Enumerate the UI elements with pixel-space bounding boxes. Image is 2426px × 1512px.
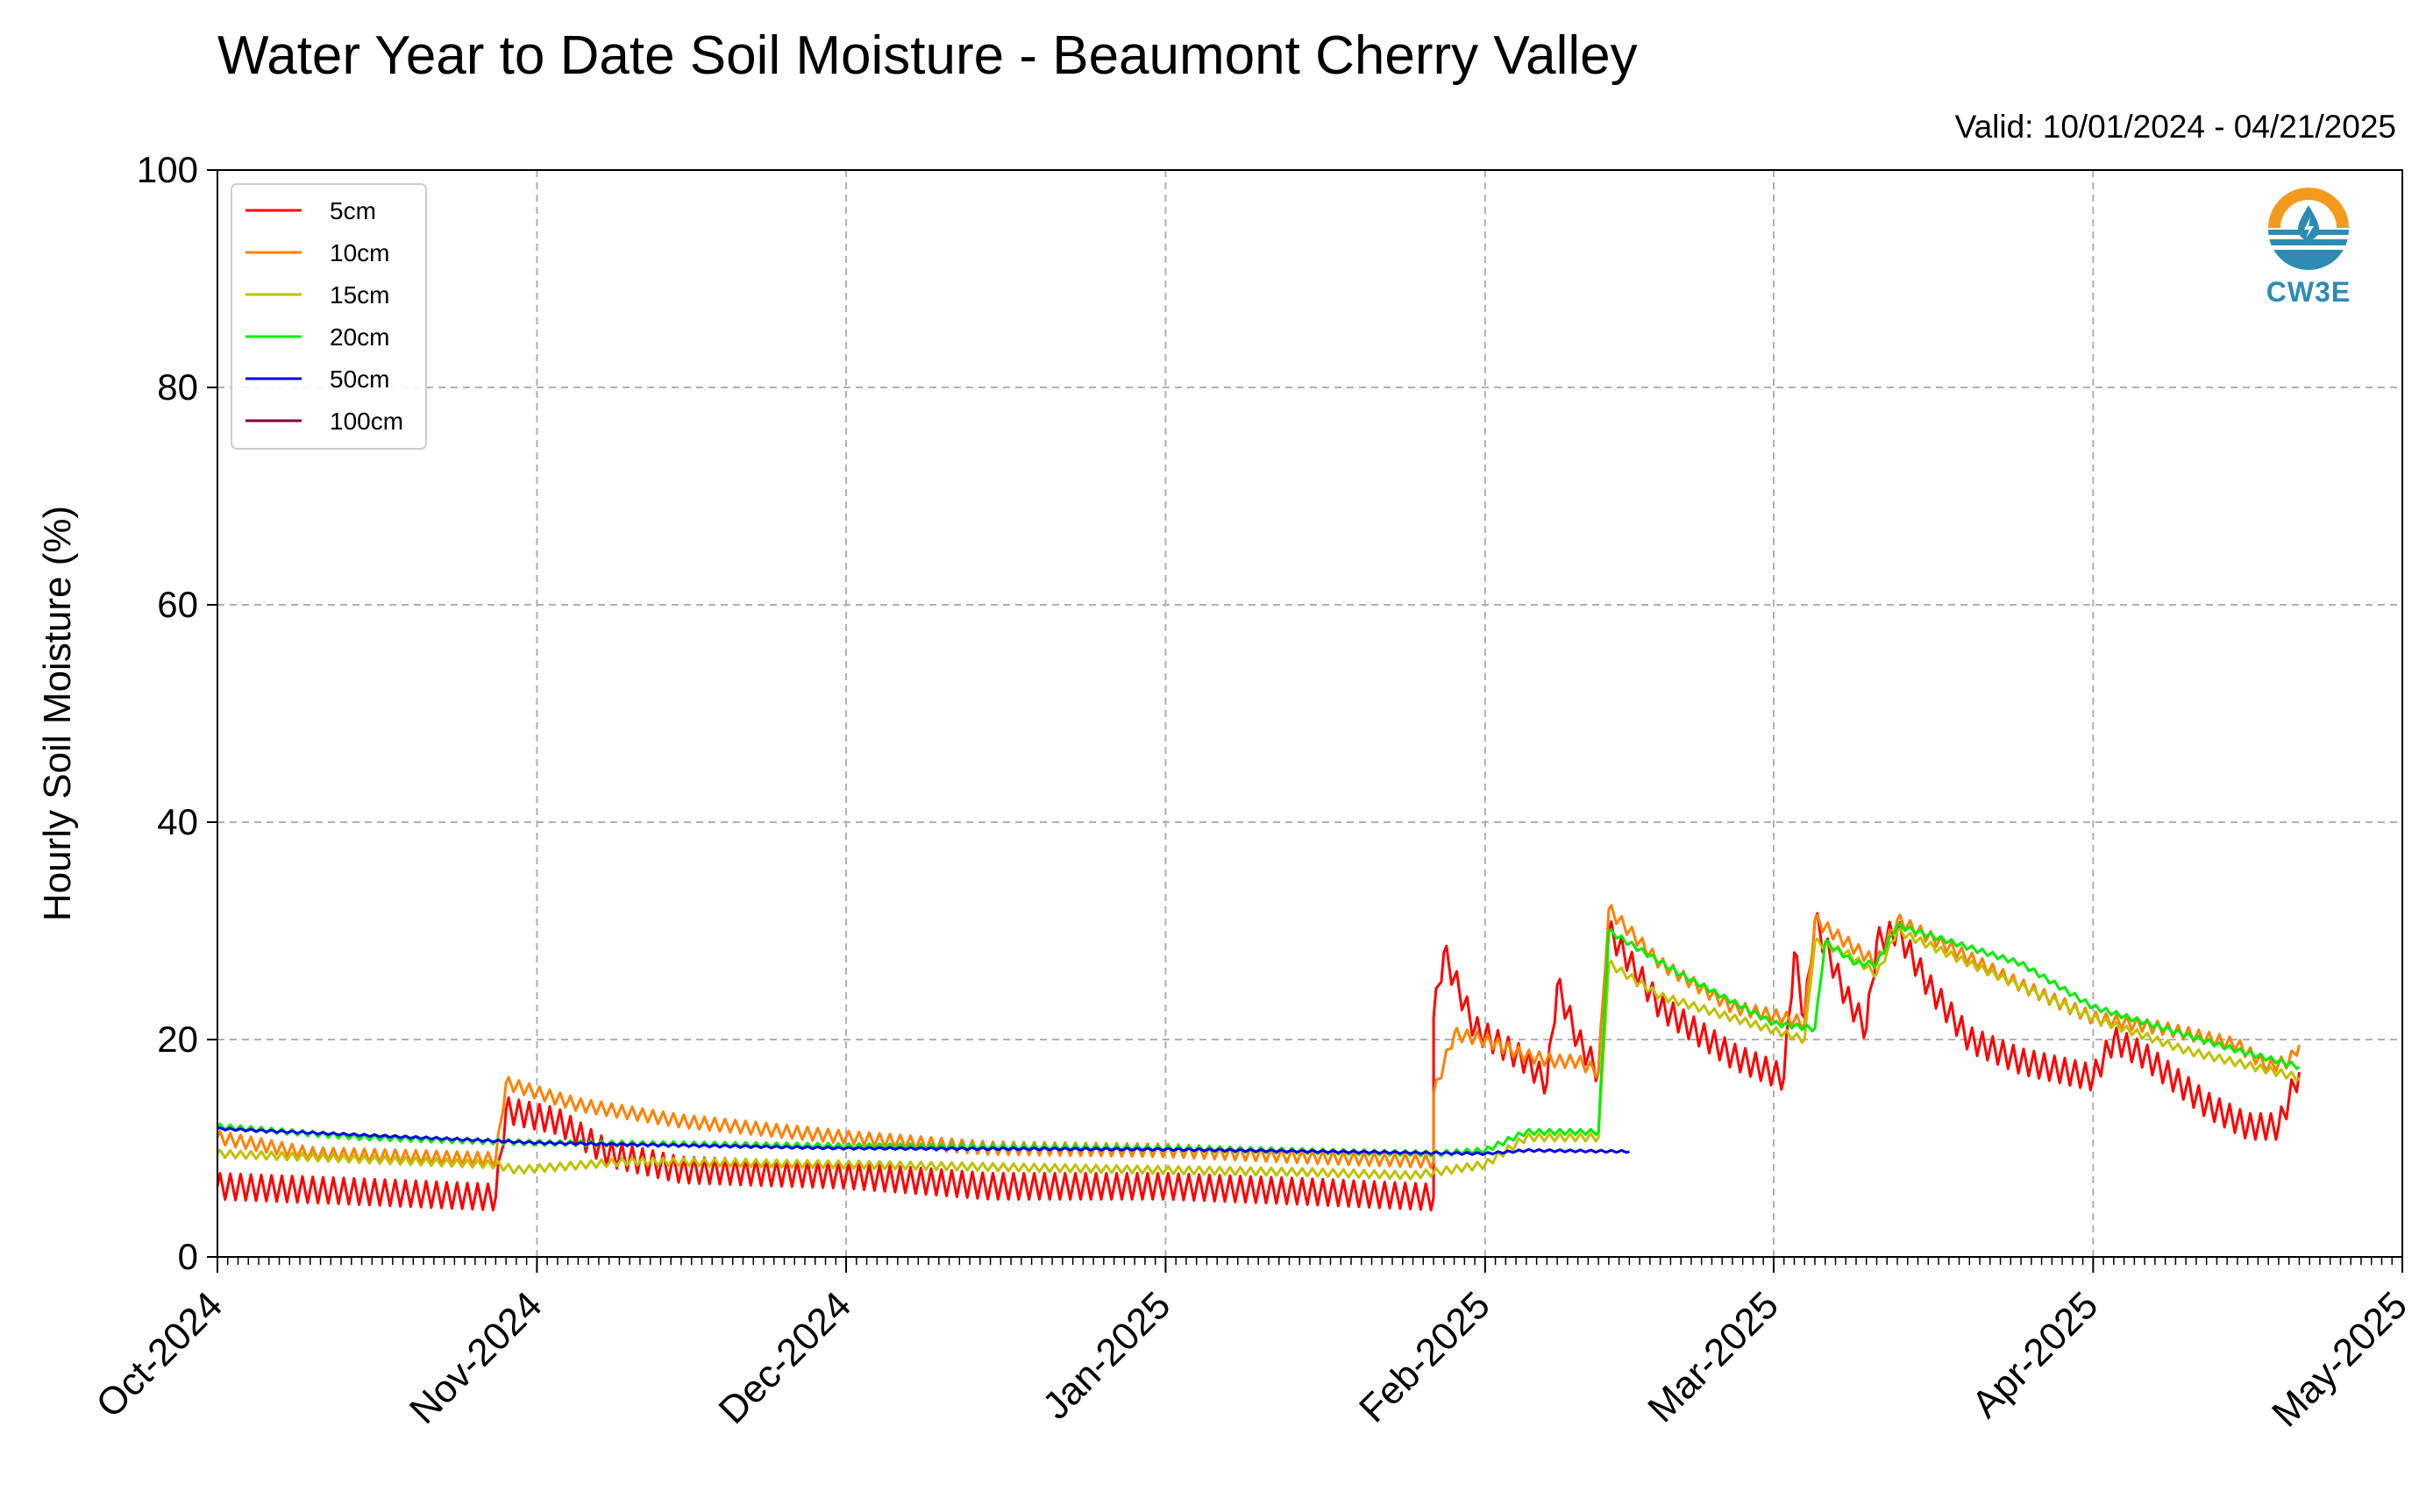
series-line-10cm bbox=[216, 904, 2301, 1169]
x-tick-label: Mar-2025 bbox=[1640, 1283, 1787, 1430]
x-tick-label: Feb-2025 bbox=[1351, 1283, 1498, 1430]
y-tick-labels: 0 20 40 60 80 100 bbox=[137, 149, 198, 1277]
chart-title: Water Year to Date Soil Moisture - Beaum… bbox=[217, 25, 1638, 86]
y-tick-label: 0 bbox=[178, 1236, 198, 1277]
chart-subtitle: Valid: 10/01/2024 - 04/21/2025 bbox=[1954, 109, 2396, 145]
x-tick-labels: Oct-2024 Nov-2024 Dec-2024 Jan-2025 Feb-2025… bbox=[88, 1283, 2415, 1435]
cw3e-logo-icon bbox=[2268, 188, 2349, 270]
grid-lines bbox=[217, 170, 2402, 1257]
series-line-15cm bbox=[216, 926, 2301, 1181]
y-tick-label: 60 bbox=[157, 584, 198, 625]
y-tick-label: 40 bbox=[157, 801, 198, 842]
y-tick-label: 80 bbox=[157, 366, 198, 408]
legend-label-100cm: 100cm bbox=[330, 408, 403, 435]
x-tick-label: Oct-2024 bbox=[88, 1283, 231, 1426]
axis-ticks bbox=[207, 169, 2403, 1273]
series-line-5cm bbox=[216, 912, 2301, 1212]
legend-label-50cm: 50cm bbox=[330, 366, 389, 393]
y-tick-label: 20 bbox=[157, 1019, 198, 1060]
y-tick-label: 100 bbox=[137, 149, 198, 190]
legend-label-10cm: 10cm bbox=[330, 239, 389, 266]
series-layer bbox=[216, 904, 2301, 1212]
series-line-50cm bbox=[217, 1126, 1630, 1156]
x-tick-label: Dec-2024 bbox=[711, 1283, 860, 1432]
x-tick-label: Apr-2025 bbox=[1964, 1283, 2107, 1426]
cw3e-logo-text: CW3E bbox=[2266, 276, 2351, 308]
legend: 5cm 10cm 15cm 20cm 50cm 100cm bbox=[231, 183, 427, 450]
x-tick-label: Nov-2024 bbox=[402, 1283, 551, 1432]
legend-label-5cm: 5cm bbox=[330, 197, 376, 224]
legend-label-20cm: 20cm bbox=[330, 323, 389, 351]
x-tick-label: Jan-2025 bbox=[1035, 1283, 1178, 1427]
legend-frame bbox=[231, 183, 427, 450]
cw3e-logo: CW3E bbox=[2260, 184, 2357, 309]
plot-frame bbox=[217, 169, 2403, 1258]
legend-label-15cm: 15cm bbox=[330, 281, 389, 309]
y-axis-label: Hourly Soil Moisture (%) bbox=[36, 506, 79, 921]
x-tick-label: May-2025 bbox=[2264, 1283, 2415, 1435]
